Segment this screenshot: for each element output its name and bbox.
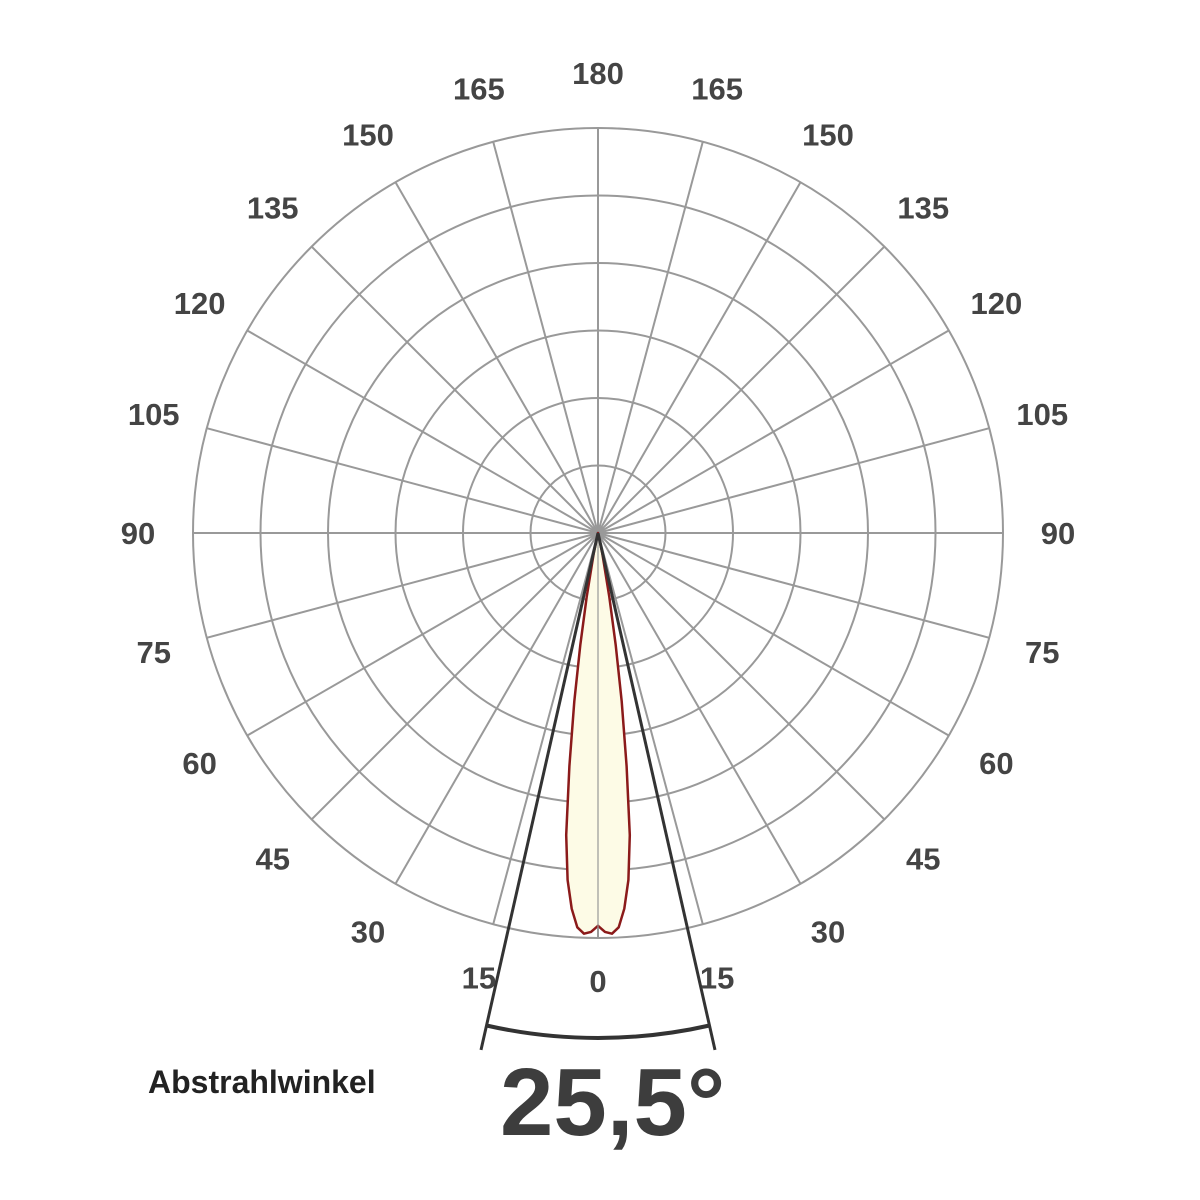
grid-spoke xyxy=(597,532,802,885)
tick-label-left: 90 xyxy=(121,516,155,551)
grid-spoke xyxy=(597,181,802,534)
intensity-series xyxy=(564,531,632,938)
grid-spoke xyxy=(597,532,990,639)
beam-angle-marker xyxy=(479,532,717,1051)
grid-spoke xyxy=(310,245,599,534)
tick-label-left: 120 xyxy=(174,286,226,321)
tick-label-right: 45 xyxy=(906,841,940,876)
tick-label-left: 150 xyxy=(342,118,394,153)
tick-label-right: 150 xyxy=(802,118,854,153)
grid-spoke xyxy=(310,532,599,821)
beam-angle-value: 25,5° xyxy=(500,1049,725,1156)
grid-spoke xyxy=(597,245,886,534)
grid-spoke xyxy=(597,532,704,925)
grid-spoke xyxy=(246,329,599,534)
beam-line xyxy=(479,532,600,1051)
tick-label-right: 90 xyxy=(1041,516,1075,551)
grid-spoke xyxy=(394,181,599,534)
grid-spoke xyxy=(597,532,950,737)
tick-label-right: 120 xyxy=(971,286,1023,321)
tick-label-right: 165 xyxy=(691,72,743,107)
tick-label-left: 45 xyxy=(255,841,289,876)
beam-angle-arc xyxy=(486,1023,710,1040)
grid-spoke xyxy=(492,532,599,925)
grid-spoke xyxy=(597,329,950,534)
tick-label-right: 105 xyxy=(1016,397,1068,432)
grid-spoke xyxy=(394,532,599,885)
tick-label-right: 75 xyxy=(1025,635,1059,670)
caption-label: Abstrahlwinkel xyxy=(148,1064,376,1100)
tick-label-left: 180 xyxy=(572,56,624,91)
grid-spoke xyxy=(597,427,990,534)
tick-label-left: 105 xyxy=(128,397,180,432)
tick-label-left: 0 xyxy=(589,964,606,999)
tick-label-left: 165 xyxy=(453,72,505,107)
tick-label-left: 135 xyxy=(247,191,299,226)
grid-spoke xyxy=(246,532,599,737)
tick-label-right: 60 xyxy=(979,746,1013,781)
grid-spoke xyxy=(597,141,704,534)
grid-spoke xyxy=(597,532,886,821)
tick-label-right: 30 xyxy=(811,914,845,949)
grid-spoke xyxy=(206,427,599,534)
beam-line xyxy=(596,532,717,1051)
tick-label-right: 15 xyxy=(700,960,734,995)
grid-spoke xyxy=(206,532,599,639)
tick-label-left: 60 xyxy=(182,746,216,781)
tick-label-left: 30 xyxy=(351,914,385,949)
tick-label-left: 15 xyxy=(462,960,496,995)
tick-label-right: 135 xyxy=(897,191,949,226)
tick-label-left: 75 xyxy=(136,635,170,670)
grid-spoke xyxy=(492,141,599,534)
